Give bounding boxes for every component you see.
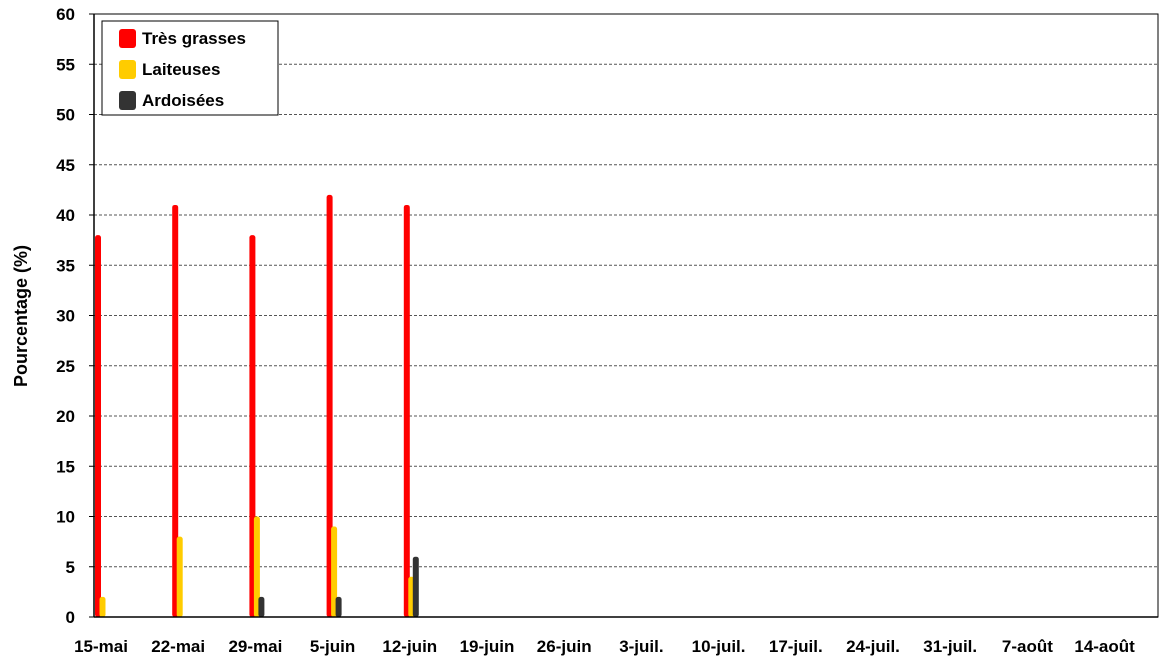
x-tick-label: 3-juil. — [619, 637, 663, 656]
x-tick-label: 29-mai — [228, 637, 282, 656]
x-tick-label: 15-mai — [74, 637, 128, 656]
x-tick-label: 5-juin — [310, 637, 355, 656]
x-tick-label: 31-juil. — [923, 637, 977, 656]
y-tick-label: 20 — [56, 407, 75, 426]
y-tick-labels: 0 5 10 15 20 25 30 35 40 45 50 55 60 — [56, 5, 75, 627]
bar — [326, 194, 333, 617]
bar — [176, 536, 183, 617]
y-tick-label: 15 — [56, 457, 75, 476]
bar — [95, 235, 101, 617]
y-tick-label: 25 — [56, 357, 75, 376]
bar — [258, 596, 265, 617]
legend: Très grasses Laiteuses Ardoisées — [101, 20, 279, 116]
legend-swatch — [119, 60, 136, 79]
bar — [172, 204, 179, 617]
y-tick-label: 55 — [56, 55, 75, 74]
legend-label: Laiteuses — [142, 60, 220, 79]
bar — [335, 596, 342, 617]
x-tick-label: 7-août — [1002, 637, 1053, 656]
bar — [99, 596, 106, 617]
legend-swatch — [119, 29, 136, 48]
x-tick-label: 17-juil. — [769, 637, 823, 656]
bar — [403, 204, 410, 617]
legend-label: Très grasses — [142, 29, 246, 48]
bar — [331, 526, 338, 617]
x-tick-label: 10-juil. — [692, 637, 746, 656]
legend-label: Ardoisées — [142, 91, 224, 110]
axes — [89, 13, 1159, 618]
legend-swatch — [119, 91, 136, 110]
x-tick-label: 19-juin — [460, 637, 515, 656]
x-tick-labels: 15-mai 22-mai 29-mai 5-juin 12-juin 19-juin 26… — [74, 637, 1135, 656]
y-tick-label: 45 — [56, 156, 75, 175]
y-tick-label: 10 — [56, 508, 75, 527]
y-tick-label: 35 — [56, 256, 75, 275]
x-tick-label: 22-mai — [151, 637, 205, 656]
x-tick-label: 26-juin — [537, 637, 592, 656]
y-tick-label: 50 — [56, 106, 75, 125]
y-tick-label: 0 — [66, 608, 75, 627]
x-tick-label: 24-juil. — [846, 637, 900, 656]
y-axis-label: Pourcentage (%) — [11, 245, 31, 387]
y-tick-label: 5 — [66, 558, 75, 577]
x-tick-label: 12-juin — [382, 637, 437, 656]
bar — [412, 556, 419, 617]
bars — [95, 194, 419, 617]
y-tick-label: 30 — [56, 307, 75, 326]
y-tick-label: 60 — [56, 5, 75, 24]
bar — [253, 516, 260, 617]
x-tick-label: 14-août — [1074, 637, 1135, 656]
y-tick-label: 40 — [56, 206, 75, 225]
